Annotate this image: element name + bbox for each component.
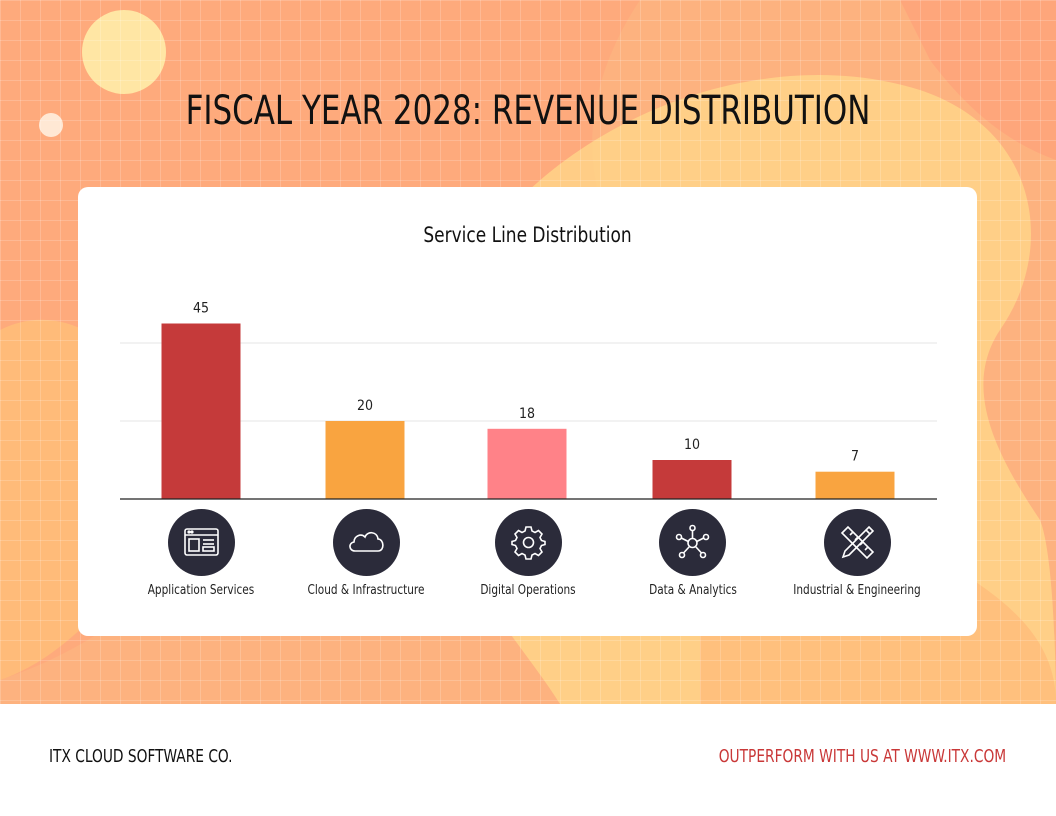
data-label-1: 45: [193, 301, 209, 317]
cloud-icon: [333, 509, 400, 576]
decorative-circle-large: [82, 10, 166, 94]
gear-icon: [495, 509, 562, 576]
data-label-4: 10: [684, 437, 700, 453]
bar-2: [325, 421, 405, 499]
company-name: ITX CLOUD SOFTWARE CO.: [49, 746, 233, 767]
category-label-industrial-engineering: Industrial & Engineering: [793, 583, 921, 598]
decorative-circle-small: [39, 113, 63, 137]
bar-chart: 45 20 18 10 7: [120, 301, 937, 500]
footer: ITX CLOUD SOFTWARE CO. OUTPERFORM WITH U…: [0, 704, 1056, 816]
data-label-3: 18: [519, 406, 535, 422]
bar-1: [161, 323, 241, 499]
page-title: FISCAL YEAR 2028: REVENUE DISTRIBUTION: [185, 88, 871, 134]
application-icon: [168, 509, 235, 576]
website-link[interactable]: OUTPERFORM WITH US AT WWW.ITX.COM: [718, 746, 1006, 767]
network-icon: [659, 509, 726, 576]
data-label-5: 7: [851, 449, 859, 465]
chart-title: Service Line Distribution: [423, 223, 632, 247]
bar-5: [815, 471, 895, 499]
chart-card: Service Line Distribution 45 20 18 10 7: [78, 187, 977, 636]
ruler-pencil-icon: [824, 509, 891, 576]
category-label-cloud-infrastructure: Cloud & Infrastructure: [307, 583, 425, 598]
category-label-digital-operations: Digital Operations: [480, 583, 576, 598]
category-label-application-services: Application Services: [147, 583, 255, 598]
hero-background: FISCAL YEAR 2028: REVENUE DISTRIBUTION S…: [0, 0, 1056, 704]
category-label-data-analytics: Data & Analytics: [649, 583, 737, 598]
data-label-2: 20: [357, 398, 373, 414]
bar-3: [487, 428, 567, 499]
bar-4: [652, 460, 732, 499]
